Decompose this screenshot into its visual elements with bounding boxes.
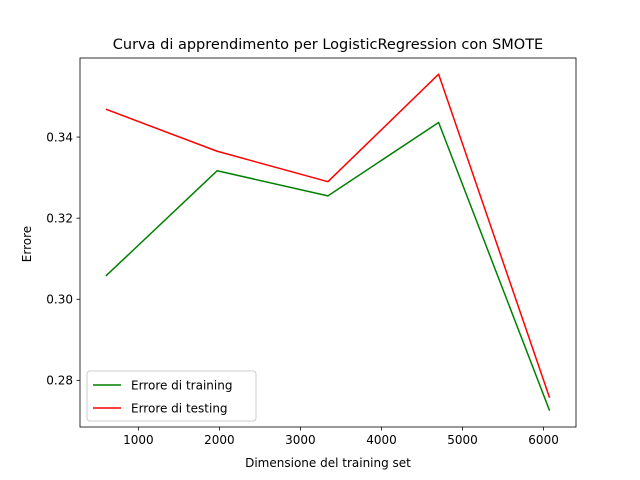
axes-frame <box>79 57 577 428</box>
y-axis-title: Errore <box>20 226 34 262</box>
y-tick-label: 0.32 <box>46 211 73 225</box>
x-tick-label: 4000 <box>366 433 397 447</box>
x-tick-label: 2000 <box>204 433 235 447</box>
x-tick-label: 5000 <box>447 433 478 447</box>
x-axis-title: Dimensione del training set <box>245 456 411 470</box>
series-line-2 <box>105 73 551 398</box>
legend-label: Errore di training <box>131 378 232 392</box>
legend-label: Errore di testing <box>131 401 228 415</box>
x-tick-label: 1000 <box>123 433 154 447</box>
legend-box <box>86 370 257 422</box>
x-tick-label: 3000 <box>285 433 316 447</box>
x-tick-label: 6000 <box>528 433 559 447</box>
y-tick-label: 0.34 <box>46 130 73 144</box>
chart-title: Curva di apprendimento per LogisticRegre… <box>113 37 543 53</box>
y-tick-label: 0.30 <box>46 293 73 307</box>
y-tick-label: 0.28 <box>46 374 73 388</box>
plot-area: 1000 2000 3000 4000 5000 6000 0.28 0.30 0.32 0.34 <box>46 57 577 447</box>
series-line-1 <box>105 121 551 411</box>
legend: Errore di training Errore di testing <box>86 370 257 422</box>
